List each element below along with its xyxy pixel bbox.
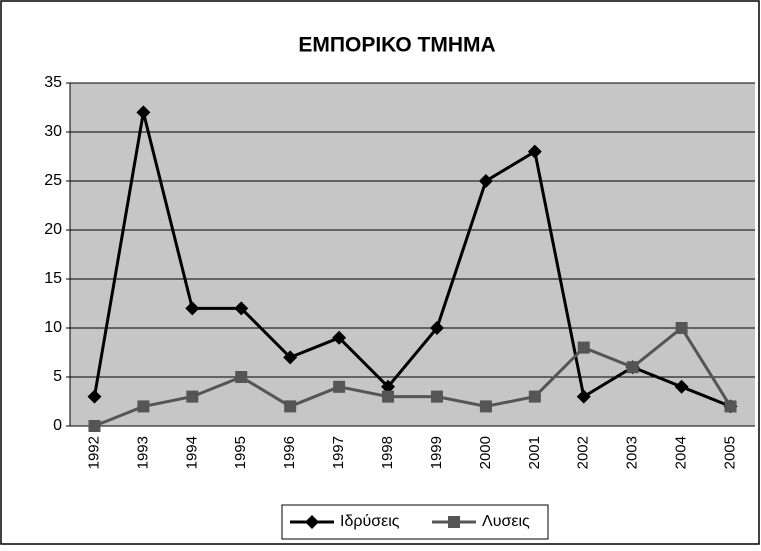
x-tick-label: 1996 (281, 436, 298, 469)
x-tick-label: 2004 (673, 436, 690, 469)
x-tick-label: 1998 (379, 436, 396, 469)
chart-title: ΕΜΠΟΡΙΚΟ ΤΜΗΜΑ (298, 34, 495, 57)
marker (235, 371, 248, 383)
x-tick-label: 1992 (85, 436, 102, 469)
series-line (93, 325, 732, 428)
x-tick-label: 2005 (722, 436, 739, 469)
marker (381, 379, 396, 394)
y-tick-label: 0 (53, 417, 62, 434)
marker (675, 322, 688, 334)
marker (576, 389, 591, 404)
legend-label: Ιδρύσεις (340, 513, 400, 530)
marker (88, 420, 101, 432)
marker (528, 390, 541, 403)
marker (674, 379, 689, 394)
marker (430, 390, 443, 403)
marker (382, 390, 395, 403)
marker (87, 389, 102, 404)
marker (577, 341, 590, 354)
y-tick-label: 20 (44, 221, 62, 238)
x-tick-label: 1994 (183, 436, 200, 469)
x-tick-label: 1993 (134, 436, 151, 469)
marker (284, 400, 297, 413)
marker (527, 144, 542, 159)
x-tick-label: 1999 (428, 436, 445, 469)
y-tick-label: 35 (44, 74, 62, 91)
x-tick-label: 2001 (526, 436, 543, 469)
marker (136, 105, 151, 120)
series-line (92, 112, 732, 408)
legend-label: Λυσεις (482, 513, 530, 530)
plot-area (70, 83, 755, 426)
marker (478, 174, 493, 188)
x-tick-label: 2002 (575, 436, 592, 469)
x-tick-label: 1997 (330, 436, 347, 469)
y-tick-label: 30 (44, 123, 62, 140)
x-tick-label: 1995 (232, 436, 249, 469)
marker (626, 361, 639, 374)
y-tick-label: 10 (44, 319, 62, 336)
marker (333, 380, 346, 393)
marker (305, 515, 319, 529)
marker (724, 400, 737, 413)
marker (479, 400, 492, 413)
marker (429, 321, 444, 335)
marker (234, 301, 249, 316)
marker (283, 350, 298, 365)
x-tick-label: 2003 (624, 436, 641, 469)
marker (186, 390, 199, 403)
marker (448, 516, 460, 528)
y-tick-label: 25 (44, 172, 62, 189)
y-tick-label: 15 (44, 270, 62, 287)
y-tick-label: 5 (53, 368, 62, 385)
x-tick-label: 2000 (477, 436, 494, 469)
marker (185, 301, 200, 316)
marker (332, 330, 347, 345)
marker (137, 400, 150, 413)
